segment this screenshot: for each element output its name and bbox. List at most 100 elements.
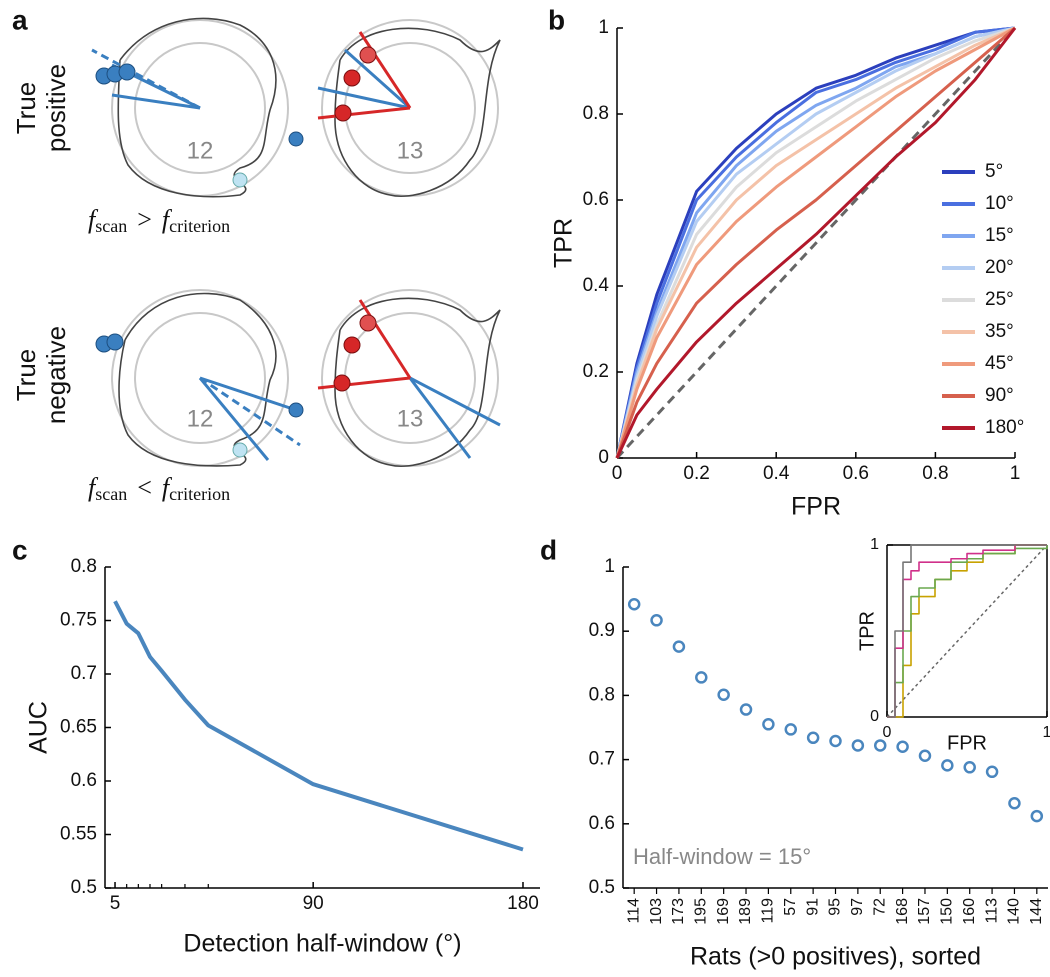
point (695, 671, 708, 684)
formula-subscript: criterion (169, 216, 230, 236)
reference-diagonal (615, 26, 1017, 460)
point (627, 597, 641, 611)
x-tick-label: 0.2 (683, 463, 709, 484)
trial-number: 13 (397, 137, 424, 164)
panel-label: d (540, 534, 557, 565)
point (918, 749, 932, 762)
x-tick-label: 97 (849, 898, 866, 916)
panel-label: a (12, 4, 28, 35)
point (941, 759, 954, 772)
point (1008, 797, 1021, 810)
arena-top-right (317, 19, 501, 197)
x-tick-label: 0.4 (763, 463, 790, 484)
x-tick-label: 113 (983, 898, 1000, 924)
x-tick-label: 140 (1006, 898, 1023, 925)
y-tick-label: 0.9 (589, 620, 615, 641)
x-tick-label: 0 (612, 463, 623, 484)
y-tick-label: 0.8 (589, 684, 615, 705)
legend-label: 35° (985, 321, 1014, 342)
y-tick-label: 0.4 (583, 275, 610, 296)
point (851, 739, 865, 752)
y-tick-label: 0.6 (71, 770, 97, 791)
x-tick-label: 1 (1010, 463, 1021, 484)
point (963, 761, 976, 774)
x-tick-label: 103 (648, 898, 665, 925)
row-label: True (11, 82, 41, 135)
x-tick-label: 144 (1028, 898, 1045, 925)
point (1030, 809, 1044, 823)
formula-symbol: f (162, 473, 173, 502)
y-tick-label: 0.6 (589, 813, 615, 834)
formula-symbol: f (88, 205, 99, 234)
y-axis-label: TPR (856, 611, 878, 651)
x-tick-label: 1 (1043, 724, 1050, 741)
x-tick-label: 169 (715, 898, 732, 925)
y-tick-label: 0.2 (583, 361, 609, 382)
x-tick-label: 95 (827, 898, 844, 916)
y-tick-label: 0.7 (589, 749, 615, 770)
x-tick-label: 195 (693, 898, 710, 925)
row-label: negative (41, 326, 71, 424)
line-series (615, 26, 1016, 459)
panel-label: c (12, 534, 28, 565)
y-tick-label: 1 (870, 536, 879, 553)
arena-bottom-right (317, 289, 501, 467)
y-tick-label: 0.8 (583, 103, 609, 124)
x-tick-label: 5 (110, 893, 121, 914)
point (717, 688, 730, 702)
panel-a-drawings (91, 17, 501, 467)
line-series (887, 544, 1047, 718)
line-series (615, 26, 1016, 459)
trial-number: 13 (397, 405, 424, 432)
x-tick-label: 0.6 (843, 463, 869, 484)
x-tick-label: 189 (737, 898, 754, 925)
x-tick-label: 180 (507, 893, 539, 914)
y-tick-label: 0 (870, 708, 879, 725)
y-tick-label: 0.65 (60, 717, 97, 738)
legend-label: 90° (985, 385, 1014, 406)
x-tick-label: 119 (760, 898, 777, 924)
line-series (887, 544, 1047, 718)
x-axis-label: FPR (791, 493, 841, 521)
y-tick-label: 0.5 (71, 877, 97, 898)
y-tick-label: 0.75 (60, 610, 97, 631)
trial-number: 12 (187, 137, 214, 164)
legend-label: 5° (985, 161, 1003, 182)
formula-subscript: criterion (169, 484, 230, 504)
point (784, 723, 798, 736)
x-tick-label: 0.8 (922, 463, 948, 484)
y-axis-label: AUC (25, 701, 53, 754)
legend-label: 20° (985, 257, 1014, 278)
x-tick-label: 157 (916, 898, 933, 925)
trial-number: 12 (187, 405, 214, 432)
point (873, 739, 887, 752)
row-label: positive (41, 64, 71, 152)
x-tick-label: 150 (939, 898, 956, 925)
formula-relation: > (137, 205, 152, 234)
arena-top-left (91, 17, 304, 198)
arena-bottom-left (95, 289, 304, 467)
x-tick-label: 72 (871, 898, 888, 916)
formula-relation: < (137, 473, 152, 502)
y-tick-label: 1 (604, 556, 615, 577)
point (806, 731, 820, 745)
formula-subscript: scan (95, 484, 127, 504)
point (672, 640, 686, 653)
panel-label: b (548, 4, 565, 35)
y-tick-label: 0.55 (60, 824, 97, 845)
x-axis-label: Rats (>0 positives), sorted (690, 943, 981, 971)
legend-label: 15° (985, 225, 1014, 246)
x-tick-label: 0 (883, 724, 892, 741)
point (739, 703, 753, 716)
line-series (887, 545, 1048, 718)
line-series (615, 26, 1016, 459)
x-tick-label: 168 (894, 898, 911, 925)
y-axis-label: TPR (550, 218, 578, 268)
line-series (615, 27, 1017, 459)
row-label: True (11, 349, 41, 402)
point (829, 734, 842, 748)
line-series (615, 26, 1016, 459)
x-tick-label: 114 (625, 898, 642, 924)
point (650, 614, 663, 627)
x-tick-label: 90 (303, 893, 324, 914)
